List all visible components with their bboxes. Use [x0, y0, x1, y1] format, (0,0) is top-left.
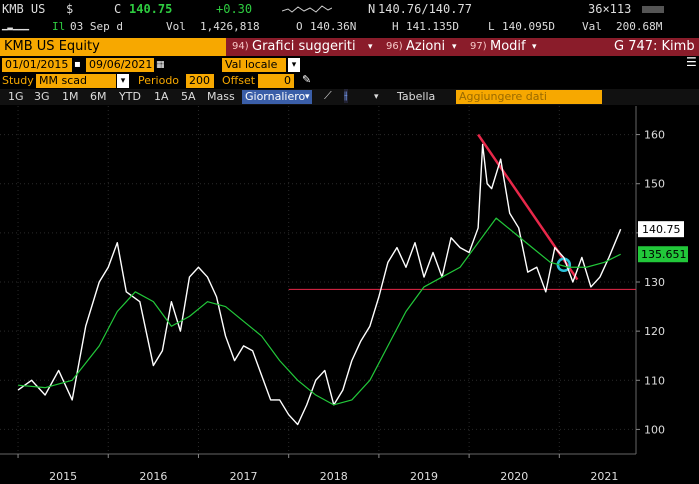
range-5a[interactable]: 5A: [181, 90, 196, 103]
low-value: 140.095D: [502, 20, 555, 33]
range-1a[interactable]: 1A: [154, 90, 169, 103]
end-date-field[interactable]: 09/06/2021: [86, 58, 154, 72]
series: [17, 143, 622, 426]
volume-label: Vol: [166, 20, 186, 33]
x-tick-label: 2016: [139, 470, 167, 483]
security-name[interactable]: KMB US Equity: [0, 38, 226, 56]
menu-modif[interactable]: Modif: [490, 39, 526, 54]
quote-size: 36×113: [588, 2, 632, 16]
x-tick-label: 2021: [590, 470, 618, 483]
ticker[interactable]: KMB US: [2, 2, 46, 16]
y-tick-label: 110: [644, 374, 665, 387]
x-tick-label: 2015: [49, 470, 77, 483]
last-price-box: [638, 221, 684, 238]
menu3-number: 97): [470, 41, 487, 52]
bid-ask: 140.76/140.77: [378, 2, 472, 16]
price-chart[interactable]: 100110120130140150160 201520162017201820…: [0, 106, 699, 484]
trendline[interactable]: [477, 133, 579, 281]
range-ytd[interactable]: YTD: [119, 90, 141, 103]
table-button[interactable]: Tabella: [397, 90, 436, 103]
menu-azioni[interactable]: Azioni: [406, 39, 446, 54]
x-axis: 2015 2016 2017 2018 2019 2020 2021: [0, 453, 636, 483]
x-tick-label: 2020: [500, 470, 528, 483]
close-label: C: [114, 2, 122, 16]
open-label: O: [296, 20, 303, 33]
chart-grid: [0, 106, 636, 454]
volume-value: 1,426,818: [200, 20, 260, 33]
menu2-number: 96): [386, 41, 403, 52]
range-3g[interactable]: 3G: [34, 90, 50, 103]
chevron-down-icon[interactable]: ▾: [374, 92, 379, 102]
title-bar: KMB US Equity 94) Grafici suggeriti ▾ 96…: [0, 38, 699, 56]
offset-label: Offset: [222, 74, 256, 87]
candlestick-icon[interactable]: ⫲: [344, 89, 348, 103]
quote-line: KMB US $ C 140.75 +0.30 N 140.76/140.77 …: [0, 0, 699, 18]
y-axis: 100110120130140150160: [635, 106, 665, 454]
high-value: 141.135D: [406, 20, 459, 33]
frequency-select[interactable]: Giornaliero: [242, 90, 309, 104]
y-tick-label: 160: [644, 129, 665, 142]
range-1m[interactable]: 1M: [62, 90, 79, 103]
range-1g[interactable]: 1G: [8, 90, 24, 103]
x-tick-label: 2018: [320, 470, 348, 483]
y-tick-label: 150: [644, 178, 665, 191]
currency: $: [66, 2, 74, 16]
price-line: [17, 143, 622, 426]
stats-line: ▁▂▁▁▁ Il 03 Sep d Vol 1,426,818 O 140.36…: [0, 17, 699, 36]
calendar-icon[interactable]: ▦: [156, 60, 165, 70]
menu-bar: 94) Grafici suggeriti ▾ 96) Azioni ▾ 97)…: [226, 38, 699, 56]
menu-icon[interactable]: ☰: [686, 55, 697, 69]
tiny-sparkline-icon: ▁▂▁▁▁: [2, 21, 30, 31]
ma-value-label: 135.651: [641, 248, 687, 261]
size-bar: [642, 6, 664, 13]
currency-mode-select[interactable]: Val locale: [222, 58, 286, 72]
val-label: Val: [582, 20, 602, 33]
chevron-down-icon[interactable]: ▾: [288, 58, 300, 72]
range-6m[interactable]: 6M: [90, 90, 107, 103]
study-row: Study MM scad ▾ Periodo 200 Offset 0 ✎: [0, 73, 699, 89]
menu-grafici-suggeriti[interactable]: Grafici suggeriti: [252, 39, 356, 54]
n-label: N: [368, 2, 376, 16]
menu1-number: 94): [232, 41, 249, 52]
last-price-label: 140.75: [642, 223, 681, 236]
y-tick-label: 120: [644, 325, 665, 338]
add-data-field[interactable]: Aggiungere dati: [456, 90, 602, 104]
study-label: Study: [2, 74, 34, 87]
low-label: L: [488, 20, 495, 33]
open-value: 140.36N: [310, 20, 357, 33]
price-labels: 140.75 135.651: [638, 221, 688, 263]
study-select[interactable]: MM scad: [36, 74, 116, 88]
period-field[interactable]: 200: [186, 74, 214, 88]
chevron-down-icon[interactable]: ▾: [368, 42, 373, 52]
ma-value-box: [638, 246, 688, 263]
y-tick-label: 130: [644, 276, 665, 289]
x-tick-label: 2017: [230, 470, 258, 483]
chevron-down-icon[interactable]: ▾: [305, 90, 312, 104]
start-date-field[interactable]: 01/01/2015: [2, 58, 72, 72]
date-separator: ▪: [74, 59, 81, 70]
chevron-down-icon[interactable]: ▾: [532, 42, 537, 52]
il-label: Il: [52, 20, 66, 33]
pencil-icon[interactable]: ✎: [302, 73, 312, 86]
line-chart-icon[interactable]: ⟋: [324, 89, 332, 102]
offset-field[interactable]: 0: [258, 74, 294, 88]
x-tick-label: 2019: [410, 470, 438, 483]
toolbar: 1G 3G 1M 6M YTD 1A 5A Mass Giornaliero ▾…: [0, 89, 699, 105]
period-label: Periodo: [138, 74, 180, 87]
val-value: 200.68M: [616, 20, 663, 33]
sparkline-icon: [282, 5, 332, 13]
chevron-down-icon[interactable]: ▾: [117, 74, 129, 88]
high-label: H: [392, 20, 399, 33]
y-tick-label: 100: [644, 423, 665, 436]
date-row: 01/01/2015 ▪ 09/06/2021 ▦ Val locale ▾ ☰: [0, 55, 699, 73]
moving-average-line: [17, 217, 621, 406]
function-name: G 747: Kimb: [614, 39, 695, 54]
price-change: +0.30: [216, 2, 253, 16]
last-price: 140.75: [129, 2, 173, 16]
range-mass[interactable]: Mass: [207, 90, 235, 103]
trade-date: 03 Sep d: [70, 20, 123, 33]
chevron-down-icon[interactable]: ▾: [452, 42, 457, 52]
